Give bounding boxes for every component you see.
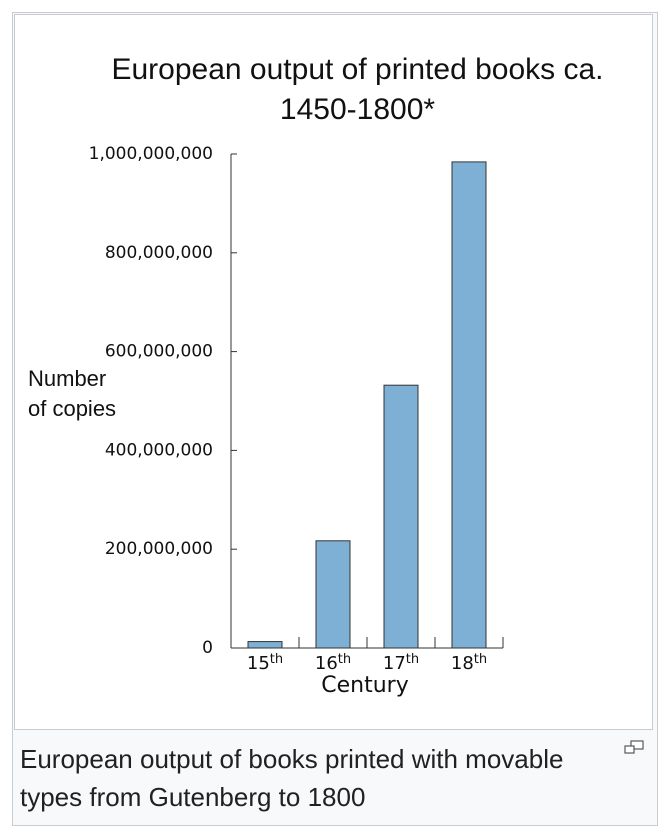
x-axis-label: Century	[321, 673, 408, 698]
bar	[315, 540, 351, 649]
bar	[247, 641, 283, 649]
x-tick-label: 17th	[383, 652, 419, 675]
y-tick-label: 600,000,000	[105, 342, 213, 362]
y-tick-label: 200,000,000	[105, 539, 213, 559]
bar	[383, 384, 419, 649]
x-tick-label: 15th	[247, 652, 283, 675]
x-tick-label: 18th	[451, 652, 487, 675]
figure-caption: European output of books printed with mo…	[20, 744, 564, 812]
chart-title: European output of printed books ca. 145…	[111, 53, 604, 126]
y-tick-label: 1,000,000,000	[89, 144, 213, 164]
enlarge-icon[interactable]	[624, 740, 644, 754]
bar	[451, 161, 487, 649]
y-tick-label: 0	[202, 638, 213, 658]
y-tick-label: 400,000,000	[105, 440, 213, 460]
y-axis-label: Number of copies	[28, 366, 117, 421]
x-tick-label: 16th	[315, 652, 351, 675]
y-tick-label: 800,000,000	[105, 243, 213, 263]
